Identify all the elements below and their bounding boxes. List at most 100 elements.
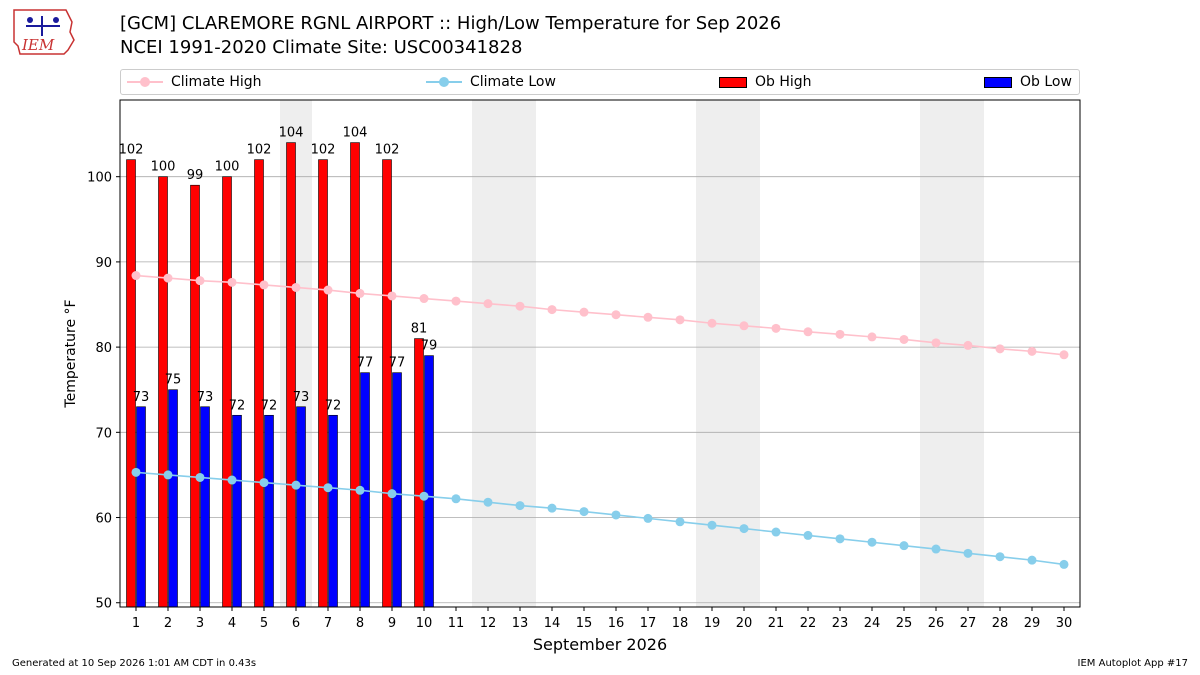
y-tick-label: 90 xyxy=(95,256,112,271)
ob-low-value-label: 72 xyxy=(325,398,342,413)
y-axis-label: Temperature °F xyxy=(63,299,79,408)
weekend-shade xyxy=(696,100,728,607)
climate-high-point xyxy=(195,276,205,286)
x-tick-label: 12 xyxy=(480,616,497,631)
ob-low-swatch-icon xyxy=(984,76,1012,88)
climate-high-point xyxy=(355,288,365,298)
climate-low-point xyxy=(579,507,589,517)
x-tick-label: 25 xyxy=(896,616,913,631)
ob-low-bar xyxy=(328,414,338,607)
ob-high-bar xyxy=(190,184,200,607)
y-tick-label: 60 xyxy=(95,512,112,527)
weekend-shade xyxy=(472,100,504,607)
x-tick-label: 15 xyxy=(576,616,593,631)
climate-low-point xyxy=(227,475,237,485)
climate-high-point xyxy=(131,271,141,281)
ob-low-bar xyxy=(296,406,306,607)
x-tick-label: 5 xyxy=(260,616,268,631)
ob-high-bar xyxy=(222,176,232,607)
climate-high-point xyxy=(771,323,781,333)
climate-high-point xyxy=(643,312,653,322)
x-tick-label: 20 xyxy=(736,616,753,631)
x-tick-label: 28 xyxy=(992,616,1009,631)
climate-high-point xyxy=(995,344,1005,354)
weekend-shade xyxy=(504,100,536,607)
climate-low-point xyxy=(867,537,877,547)
climate-low-point xyxy=(451,494,461,504)
climate-low-line xyxy=(135,471,1065,566)
climate-low-point xyxy=(323,483,333,493)
climate-low-point xyxy=(611,510,621,520)
x-tick-label: 2 xyxy=(164,616,172,631)
climate-low-point xyxy=(835,534,845,544)
ob-high-bar xyxy=(414,338,424,607)
climate-high-point xyxy=(291,282,301,292)
app-id-label: IEM Autoplot App #17 xyxy=(1077,658,1188,669)
climate-high-point xyxy=(963,340,973,350)
legend-label-climate-high: Climate High xyxy=(171,74,262,90)
legend-item-climate-low: Climate Low xyxy=(426,70,556,94)
climate-high-point xyxy=(1059,350,1069,360)
x-tick-label: 26 xyxy=(928,616,945,631)
x-tick-label: 3 xyxy=(196,616,204,631)
climate-low-point xyxy=(899,541,909,551)
climate-high-point xyxy=(835,329,845,339)
climate-high-point xyxy=(515,301,525,311)
ob-high-value-label: 102 xyxy=(119,143,144,158)
ob-high-bar xyxy=(158,176,168,607)
climate-low-point xyxy=(643,513,653,523)
x-tick-label: 21 xyxy=(768,616,785,631)
climate-high-point xyxy=(227,277,237,287)
x-tick-label: 17 xyxy=(640,616,657,631)
weekend-shade xyxy=(728,100,760,607)
ob-low-value-label: 72 xyxy=(229,398,246,413)
ob-high-bar xyxy=(286,142,296,607)
climate-high-point xyxy=(163,273,173,283)
x-tick-label: 13 xyxy=(512,616,529,631)
ob-low-value-label: 77 xyxy=(357,356,374,371)
legend-label-ob-low: Ob Low xyxy=(1020,74,1072,90)
legend-item-ob-low: Ob Low xyxy=(984,70,1072,94)
climate-low-point xyxy=(931,544,941,554)
ob-low-bar xyxy=(424,355,434,607)
climate-low-point xyxy=(803,530,813,540)
x-tick-label: 18 xyxy=(672,616,689,631)
climate-high-point xyxy=(483,299,493,309)
weekend-shade xyxy=(952,100,984,607)
legend-label-climate-low: Climate Low xyxy=(470,74,556,90)
ob-high-value-label: 100 xyxy=(151,160,176,175)
x-tick-label: 16 xyxy=(608,616,625,631)
ob-high-bar xyxy=(350,142,360,607)
climate-low-point xyxy=(163,470,173,480)
climate-low-point xyxy=(995,552,1005,562)
ob-low-bar xyxy=(232,414,242,607)
climate-low-point xyxy=(259,478,269,488)
ob-low-bar xyxy=(136,406,146,607)
weekend-shade xyxy=(280,100,312,607)
y-tick-label: 50 xyxy=(95,597,112,612)
ob-low-bar xyxy=(168,389,178,607)
ob-low-bar xyxy=(200,406,210,607)
climate-low-point xyxy=(739,524,749,534)
ob-high-bar xyxy=(382,159,392,607)
y-tick-label: 100 xyxy=(87,171,112,186)
x-tick-label: 10 xyxy=(416,616,433,631)
ob-low-value-label: 77 xyxy=(389,356,406,371)
climate-low-point xyxy=(483,497,493,507)
climate-low-point xyxy=(515,501,525,511)
legend-item-climate-high: Climate High xyxy=(127,70,262,94)
climate-high-point xyxy=(803,327,813,337)
x-axis-label: September 2026 xyxy=(533,635,667,654)
climate-low-line-icon xyxy=(426,76,462,88)
climate-low-point xyxy=(1027,555,1037,565)
climate-low-point xyxy=(707,520,717,530)
x-tick-label: 9 xyxy=(388,616,396,631)
x-tick-label: 22 xyxy=(800,616,817,631)
climate-low-point xyxy=(291,480,301,490)
plot-frame xyxy=(119,99,1081,608)
ob-low-value-label: 73 xyxy=(197,390,214,405)
y-tick-label: 80 xyxy=(95,341,112,356)
x-tick-label: 30 xyxy=(1056,616,1073,631)
climate-low-point xyxy=(547,503,557,513)
